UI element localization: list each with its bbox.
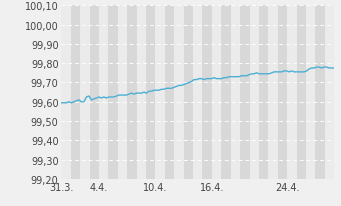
Bar (155, 6, 165, 179)
Bar (278, 6, 287, 179)
Bar (221, 6, 231, 179)
Bar (184, 6, 193, 179)
Bar (259, 6, 268, 179)
Bar (90, 6, 99, 179)
Bar (118, 6, 127, 179)
Bar (61, 6, 71, 179)
Bar (334, 6, 341, 179)
Bar (203, 6, 212, 179)
Bar (268, 6, 278, 179)
Bar (315, 6, 325, 179)
Bar (212, 6, 221, 179)
Bar (108, 6, 118, 179)
Bar (306, 6, 315, 179)
Bar (250, 6, 259, 179)
Bar (99, 6, 108, 179)
Bar (297, 6, 306, 179)
Bar (240, 6, 250, 179)
Bar (71, 6, 80, 179)
Bar (137, 6, 146, 179)
Bar (127, 6, 137, 179)
Bar (165, 6, 174, 179)
Bar (325, 6, 334, 179)
Bar (174, 6, 184, 179)
Bar (231, 6, 240, 179)
Bar (146, 6, 155, 179)
Bar (80, 6, 90, 179)
Bar (287, 6, 297, 179)
Bar (193, 6, 203, 179)
